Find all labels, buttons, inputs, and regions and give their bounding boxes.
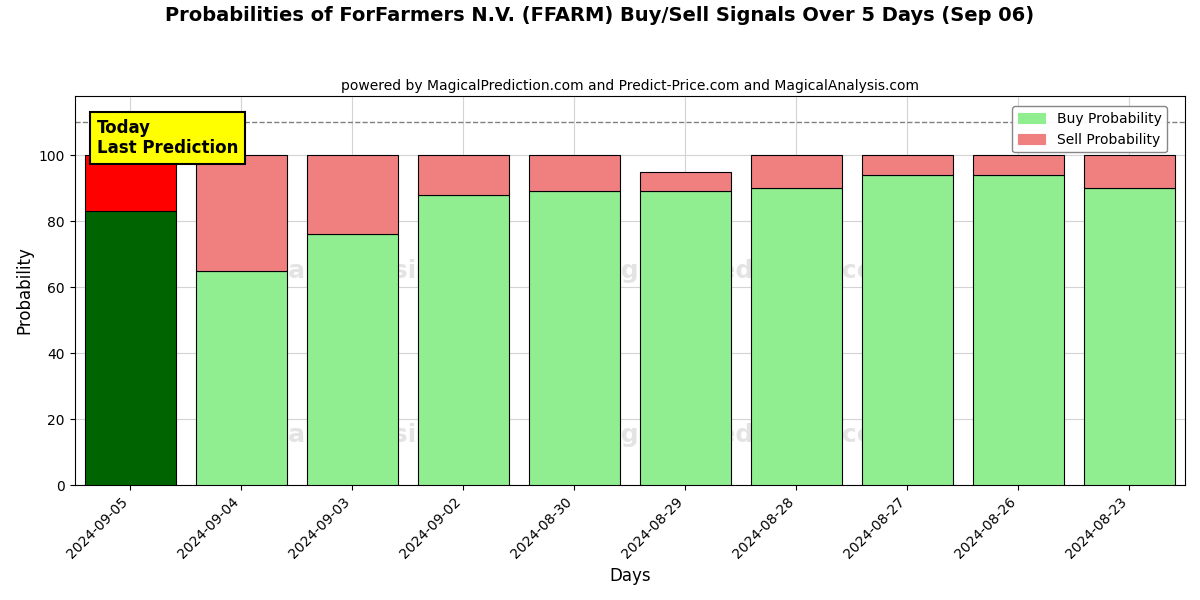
Text: MagicalAnalysis.com: MagicalAnalysis.com <box>205 422 499 446</box>
Text: MagicalPrediction.com: MagicalPrediction.com <box>581 259 901 283</box>
Bar <box>1084 188 1175 485</box>
Bar <box>640 172 731 191</box>
Bar <box>418 194 509 485</box>
Bar <box>751 188 842 485</box>
Bar <box>640 191 731 485</box>
Bar <box>85 155 175 211</box>
Bar <box>529 155 620 191</box>
Text: MagicalPrediction.com: MagicalPrediction.com <box>581 422 901 446</box>
Bar <box>196 271 287 485</box>
Bar <box>529 191 620 485</box>
Bar <box>1084 155 1175 188</box>
Text: Probabilities of ForFarmers N.V. (FFARM) Buy/Sell Signals Over 5 Days (Sep 06): Probabilities of ForFarmers N.V. (FFARM)… <box>166 6 1034 25</box>
Y-axis label: Probability: Probability <box>16 247 34 334</box>
Bar <box>418 155 509 194</box>
Bar <box>973 175 1064 485</box>
Bar <box>307 155 397 234</box>
Text: Today
Last Prediction: Today Last Prediction <box>97 119 239 157</box>
Bar <box>973 155 1064 175</box>
Bar <box>751 155 842 188</box>
Bar <box>196 155 287 271</box>
Title: powered by MagicalPrediction.com and Predict-Price.com and MagicalAnalysis.com: powered by MagicalPrediction.com and Pre… <box>341 79 919 93</box>
Bar <box>862 175 953 485</box>
X-axis label: Days: Days <box>610 567 650 585</box>
Bar <box>85 211 175 485</box>
Legend: Buy Probability, Sell Probability: Buy Probability, Sell Probability <box>1012 106 1166 152</box>
Bar <box>862 155 953 175</box>
Text: MagicalAnalysis.com: MagicalAnalysis.com <box>205 259 499 283</box>
Bar <box>307 234 397 485</box>
